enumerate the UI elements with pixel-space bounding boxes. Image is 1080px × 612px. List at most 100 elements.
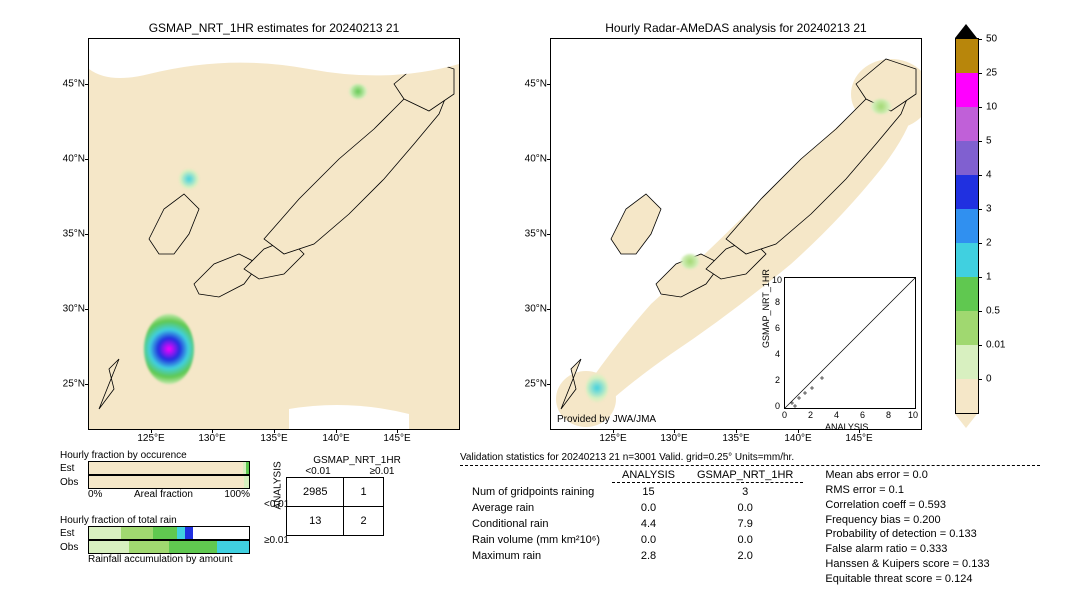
lon-tick: 140°E: [322, 429, 349, 444]
validation-stat: False alarm ratio = 0.333: [825, 542, 989, 557]
inset-xtick: 2: [808, 410, 813, 420]
lon-tick: 145°E: [845, 429, 872, 444]
validation-stat: RMS error = 0.1: [825, 483, 989, 498]
inset-ytick: 2: [775, 375, 780, 385]
occ-axis-label: Areal fraction: [134, 489, 193, 500]
hbar-row: Obs: [60, 540, 260, 554]
lat-tick: 30°N: [63, 304, 89, 315]
hbar-seg: [129, 541, 169, 553]
validation-cell: Average rain: [462, 501, 610, 515]
validation-cell: 4.4: [612, 517, 685, 531]
validation-cell: Num of gridpoints raining: [462, 485, 610, 499]
validation-stat: Mean abs error = 0.0: [825, 468, 989, 483]
lat-tick: 45°N: [525, 79, 551, 90]
hbar-seg: [121, 527, 153, 539]
val-colhead: ANALYSIS: [612, 468, 685, 483]
hbar-seg: [185, 527, 193, 539]
validation-cell: 0.0: [687, 501, 803, 515]
lat-tick: 35°N: [525, 229, 551, 240]
attribution-text: Provided by JWA/JMA: [557, 414, 656, 425]
colorbar-segment: [956, 39, 978, 73]
colorbar-label: 4: [978, 170, 992, 181]
colorbar-bot-tri: [955, 414, 977, 428]
lon-tick: 135°E: [722, 429, 749, 444]
hbar-seg: [177, 527, 185, 539]
occurrence-block: Hourly fraction by occurence EstObs 0% A…: [60, 450, 260, 500]
map-left-svg: [89, 39, 459, 429]
validation-cell: Conditional rain: [462, 517, 610, 531]
scatter-inset: 0 2 4 6 8 10 0 2 4 6 8 10 ANALYSIS GSMAP…: [784, 277, 916, 409]
validation-row: Conditional rain4.47.9: [462, 517, 803, 531]
inset-ytick: 10: [772, 275, 782, 285]
map-right-panel: Hourly Radar-AMeDAS analysis for 2024021…: [550, 38, 922, 430]
precip-blob-r3: [871, 99, 891, 114]
lon-tick: 130°E: [660, 429, 687, 444]
validation-cell: 0.0: [687, 533, 803, 547]
lat-tick: 40°N: [63, 154, 89, 165]
hbar: [88, 461, 250, 475]
lat-tick: 30°N: [525, 304, 551, 315]
inset-xtick: 8: [886, 410, 891, 420]
colorbar-label: 50: [978, 34, 997, 45]
validation-cell: 7.9: [687, 517, 803, 531]
validation-stat: Hanssen & Kuipers score = 0.133: [825, 557, 989, 572]
lon-tick: 135°E: [260, 429, 287, 444]
validation-stat: Correlation coeff = 0.593: [825, 498, 989, 513]
validation-block: Validation statistics for 20240213 21 n=…: [460, 452, 1040, 587]
validation-row: Num of gridpoints raining153: [462, 485, 803, 499]
validation-right-stats: Mean abs error = 0.0RMS error = 0.1Corre…: [825, 468, 989, 587]
colorbar-segment: [956, 141, 978, 175]
precip-blob-3: [349, 84, 367, 99]
contingency-block: GSMAP_NRT_1HR ANALYSIS <0.01 ≥0.01 29851…: [270, 455, 414, 536]
figure-root: GSMAP_NRT_1HR estimates for 20240213 21 …: [10, 10, 1070, 602]
hbar-label: Obs: [60, 477, 88, 488]
validation-row: Maximum rain2.82.0: [462, 549, 803, 563]
ct-col-head: GSMAP_NRT_1HR: [300, 455, 414, 466]
inset-ytick: 0: [775, 401, 780, 411]
precip-blob-main: [144, 314, 194, 384]
hbar: [88, 526, 250, 540]
colorbar-label: 5: [978, 136, 992, 147]
ct-cell: 2: [344, 507, 383, 536]
lon-tick: 125°E: [599, 429, 626, 444]
hbar: [88, 540, 250, 554]
lon-tick: 130°E: [198, 429, 225, 444]
ct-cell: 2985: [287, 478, 344, 507]
validation-cell: 0.0: [612, 533, 685, 547]
colorbar-top-tri: [955, 24, 977, 38]
hbar-seg: [153, 527, 177, 539]
contingency-table: 29851 132: [286, 477, 384, 536]
lat-tick: 40°N: [525, 154, 551, 165]
inset-ylabel: GSMAP_NRT_1HR: [761, 269, 771, 348]
lon-tick: 140°E: [784, 429, 811, 444]
totalrain-block: Hourly fraction of total rain EstObs Rai…: [60, 515, 260, 565]
inset-xtick: 10: [908, 410, 918, 420]
validation-left-table: ANALYSISGSMAP_NRT_1HR Num of gridpoints …: [460, 466, 805, 565]
validation-cell: 3: [687, 485, 803, 499]
validation-cell: 0.0: [612, 501, 685, 515]
validation-cell: Rain volume (mm km²10⁶): [462, 533, 610, 547]
val-colhead: GSMAP_NRT_1HR: [687, 468, 803, 483]
ct-cell: 13: [287, 507, 344, 536]
colorbar-segment: [956, 73, 978, 107]
colorbar-segment: [956, 107, 978, 141]
colorbar-label: 25: [978, 68, 997, 79]
ct-cell: 1: [344, 478, 383, 507]
map-right-title: Hourly Radar-AMeDAS analysis for 2024021…: [551, 21, 921, 35]
colorbar-label: 1: [978, 272, 992, 283]
validation-row: Rain volume (mm km²10⁶)0.00.0: [462, 533, 803, 547]
inset-ytick: 4: [775, 349, 780, 359]
ct-col-1: ≥0.01: [350, 466, 414, 477]
occurrence-title: Hourly fraction by occurence: [60, 450, 260, 461]
lat-tick: 35°N: [63, 229, 89, 240]
hbar-row: Est: [60, 461, 260, 475]
ct-row-1: ≥0.01: [264, 535, 289, 546]
precip-blob-2: [179, 169, 199, 189]
precip-blob-r2: [681, 254, 699, 269]
hbar-seg: [89, 541, 129, 553]
map-left-panel: GSMAP_NRT_1HR estimates for 20240213 21 …: [88, 38, 460, 430]
inset-ytick: 6: [775, 323, 780, 333]
hbar-label: Est: [60, 528, 88, 539]
map-left-title: GSMAP_NRT_1HR estimates for 20240213 21: [89, 21, 459, 35]
lon-tick: 125°E: [137, 429, 164, 444]
